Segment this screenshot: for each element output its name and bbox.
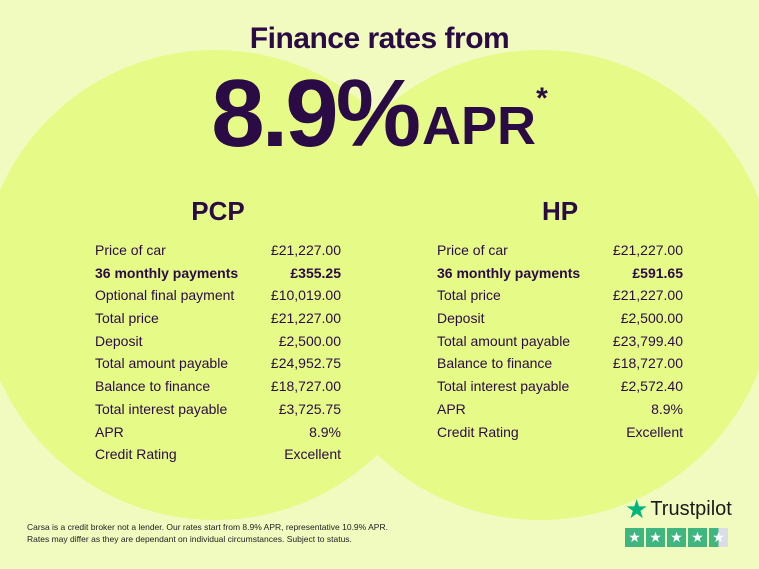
table-row: Total price £21,227.00 — [437, 284, 683, 307]
table-row: Total price £21,227.00 — [95, 307, 341, 330]
table-row: APR 8.9% — [95, 421, 341, 444]
background-circle-right — [305, 50, 759, 520]
rate-value: 8.9% — [211, 60, 421, 167]
disclaimer-line: Carsa is a credit broker not a lender. O… — [27, 522, 388, 532]
star-icon: ★ — [625, 494, 649, 524]
row-value: 8.9% — [309, 423, 341, 440]
row-value: £21,227.00 — [612, 287, 683, 304]
row-value: £18,727.00 — [612, 355, 683, 372]
row-value: £21,227.00 — [612, 242, 683, 258]
pcp-title: PCP — [191, 196, 245, 226]
row-label: Total interest payable — [95, 400, 228, 417]
table-row: APR 8.9% — [437, 398, 683, 421]
hp-title: HP — [541, 196, 579, 226]
table-row: Deposit £2,500.00 — [95, 330, 341, 353]
row-label: Deposit — [95, 332, 143, 349]
row-label: Balance to finance — [437, 355, 553, 372]
row-value: Excellent — [284, 446, 341, 463]
rating-star-icon: ★ — [625, 528, 644, 547]
table-row: 36 monthly payments £355.25 — [95, 262, 341, 285]
table-row: Total interest payable £2,572.40 — [437, 375, 683, 398]
table-row: Total amount payable £24,952.75 — [95, 352, 341, 375]
row-label: Deposit — [437, 310, 485, 327]
disclaimer: Carsa is a credit broker not a lender. O… — [27, 521, 388, 545]
row-value: £21,227.00 — [270, 310, 341, 327]
pcp-table: PCP Price of car £21,227.00 36 monthly pay… — [95, 196, 341, 466]
row-value: £24,952.75 — [270, 355, 341, 372]
row-value: 8.9% — [651, 400, 683, 417]
row-label: Total interest payable — [437, 378, 570, 395]
table-row: 36 monthly payments £591.65 — [437, 262, 683, 285]
row-value: £18,727.00 — [270, 378, 341, 395]
row-label: 36 monthly payments — [95, 264, 239, 281]
table-row: Total amount payable £23,799.40 — [437, 330, 683, 353]
row-label: APR — [437, 400, 466, 417]
disclaimer-line: Rates may differ as they are dependant o… — [27, 534, 352, 544]
trustpilot-rating: ★ ★ ★ ★ ★ — [625, 528, 732, 547]
hp-table: HP Price of car £21,227.00 36 monthly paym… — [437, 196, 683, 443]
row-label: Total amount payable — [437, 332, 571, 349]
table-row: Total interest payable £3,725.75 — [95, 398, 341, 421]
row-value: £2,500.00 — [620, 310, 683, 327]
row-value: £10,019.00 — [270, 287, 341, 304]
row-label: Price of car — [95, 242, 166, 258]
row-value: £2,572.40 — [620, 378, 683, 395]
table-row: Optional final payment £10,019.00 — [95, 284, 341, 307]
table-row: Balance to finance £18,727.00 — [437, 352, 683, 375]
row-value: £591.65 — [632, 264, 683, 281]
trustpilot-badge[interactable]: ★ Trustpilot ★ ★ ★ ★ ★ — [625, 494, 732, 547]
row-label: Total amount payable — [95, 355, 229, 372]
row-label: Credit Rating — [95, 446, 177, 463]
row-value: £3,725.75 — [278, 400, 341, 417]
table-row: Price of car £21,227.00 — [95, 239, 341, 262]
row-value: Excellent — [626, 423, 683, 440]
row-label: Price of car — [437, 242, 508, 258]
row-label: Balance to finance — [95, 378, 211, 395]
table-row: Balance to finance £18,727.00 — [95, 375, 341, 398]
row-label: 36 monthly payments — [437, 264, 581, 281]
row-value: £355.25 — [290, 264, 341, 281]
headline: Finance rates from — [249, 22, 510, 55]
trustpilot-name: Trustpilot — [650, 498, 732, 520]
row-label: Credit Rating — [437, 423, 519, 440]
rating-star-icon: ★ — [688, 528, 707, 547]
rating-star-icon: ★ — [709, 528, 728, 547]
apr-label: APR — [422, 96, 537, 156]
row-label: Optional final payment — [95, 287, 235, 304]
table-row: Credit Rating Excellent — [437, 421, 683, 444]
table-row: Credit Rating Excellent — [95, 443, 341, 466]
row-value: £21,227.00 — [270, 242, 341, 258]
rate-headline: 8.9% APR * — [0, 62, 759, 162]
row-label: Total price — [437, 287, 501, 304]
row-label: Total price — [95, 310, 159, 327]
row-value: £2,500.00 — [278, 332, 341, 349]
asterisk: * — [536, 82, 548, 115]
rating-star-icon: ★ — [646, 528, 665, 547]
row-value: £23,799.40 — [612, 332, 683, 349]
table-row: Deposit £2,500.00 — [437, 307, 683, 330]
row-label: APR — [95, 423, 124, 440]
table-row: Price of car £21,227.00 — [437, 239, 683, 262]
rating-star-icon: ★ — [667, 528, 686, 547]
